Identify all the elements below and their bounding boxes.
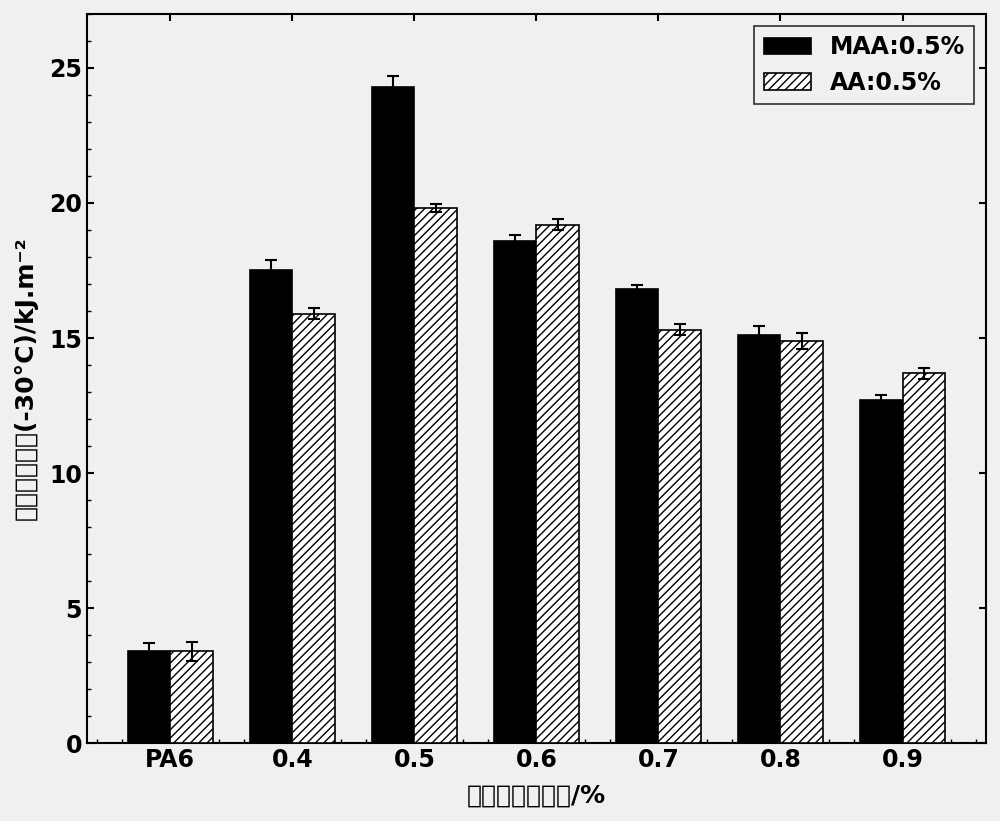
Bar <box>860 400 903 743</box>
Bar <box>536 225 579 743</box>
Bar <box>616 289 658 743</box>
Bar <box>494 241 536 743</box>
Legend: MAA:0.5%, AA:0.5%: MAA:0.5%, AA:0.5% <box>754 25 974 104</box>
Bar <box>414 209 457 743</box>
Y-axis label: 缺口冲击强度(-30°C)/kJ.m⁻²: 缺口冲击强度(-30°C)/kJ.m⁻² <box>14 236 38 521</box>
X-axis label: 核层交联剂用量/%: 核层交联剂用量/% <box>467 783 606 807</box>
Bar <box>128 651 170 743</box>
Bar <box>780 341 823 743</box>
Bar <box>250 270 292 743</box>
Bar <box>372 87 414 743</box>
Bar <box>292 314 335 743</box>
Bar <box>738 335 780 743</box>
Bar <box>903 373 945 743</box>
Bar <box>170 651 213 743</box>
Bar <box>658 330 701 743</box>
